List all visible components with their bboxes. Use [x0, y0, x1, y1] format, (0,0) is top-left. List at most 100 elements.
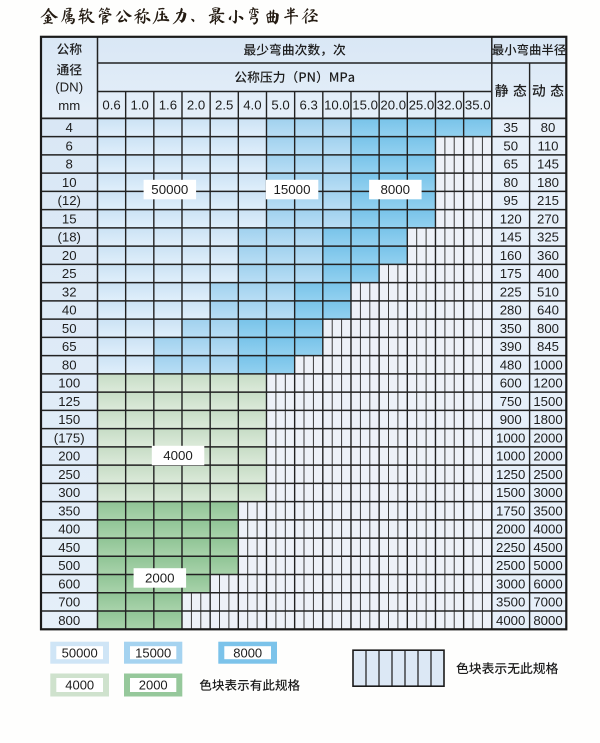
svg-text:5000: 5000: [533, 558, 562, 573]
svg-text:(175): (175): [54, 430, 85, 445]
svg-text:10.0: 10.0: [324, 98, 350, 113]
svg-text:4000: 4000: [163, 448, 193, 463]
svg-text:225: 225: [500, 284, 522, 299]
svg-text:700: 700: [58, 595, 80, 610]
svg-text:50000: 50000: [62, 645, 98, 660]
svg-text:95: 95: [503, 193, 518, 208]
svg-text:1200: 1200: [533, 376, 562, 391]
svg-text:4.0: 4.0: [243, 98, 261, 113]
svg-text:35: 35: [503, 120, 518, 135]
svg-text:1.6: 1.6: [159, 98, 177, 113]
svg-text:10: 10: [62, 175, 77, 190]
svg-text:50: 50: [62, 321, 77, 336]
svg-text:180: 180: [537, 175, 559, 190]
svg-text:6: 6: [66, 139, 73, 154]
svg-text:2000: 2000: [533, 449, 562, 464]
svg-text:8: 8: [66, 157, 73, 172]
svg-text:2.0: 2.0: [187, 98, 205, 113]
svg-text:40: 40: [62, 303, 77, 318]
svg-text:150: 150: [58, 412, 80, 427]
svg-text:215: 215: [537, 193, 559, 208]
svg-text:2000: 2000: [139, 678, 168, 693]
svg-text:2.5: 2.5: [215, 98, 233, 113]
svg-text:1750: 1750: [496, 503, 525, 518]
svg-text:7000: 7000: [533, 595, 562, 610]
svg-text:845: 845: [537, 339, 559, 354]
svg-text:8000: 8000: [381, 182, 411, 197]
svg-text:80: 80: [62, 357, 77, 372]
svg-text:250: 250: [58, 467, 80, 482]
svg-text:3500: 3500: [533, 503, 562, 518]
svg-text:(12): (12): [57, 193, 80, 208]
svg-text:270: 270: [537, 212, 559, 227]
svg-text:15.0: 15.0: [352, 98, 378, 113]
svg-text:35.0: 35.0: [465, 98, 491, 113]
svg-text:4000: 4000: [496, 613, 525, 628]
svg-text:25: 25: [62, 266, 77, 281]
svg-text:2000: 2000: [533, 430, 562, 445]
svg-text:(18): (18): [57, 230, 80, 245]
svg-text:125: 125: [58, 394, 80, 409]
svg-text:600: 600: [500, 376, 522, 391]
svg-text:6000: 6000: [533, 576, 562, 591]
svg-text:350: 350: [58, 503, 80, 518]
svg-text:300: 300: [58, 485, 80, 500]
svg-text:480: 480: [500, 357, 522, 372]
svg-text:mm: mm: [58, 98, 80, 113]
svg-text:8000: 8000: [233, 645, 262, 660]
svg-text:500: 500: [58, 558, 80, 573]
svg-text:20: 20: [62, 248, 77, 263]
svg-text:175: 175: [500, 266, 522, 281]
svg-text:3000: 3000: [496, 576, 525, 591]
svg-text:65: 65: [503, 157, 518, 172]
svg-text:600: 600: [58, 576, 80, 591]
svg-text:20.0: 20.0: [380, 98, 406, 113]
svg-text:750: 750: [500, 394, 522, 409]
svg-text:3500: 3500: [496, 595, 525, 610]
svg-text:15: 15: [62, 212, 77, 227]
svg-text:5.0: 5.0: [271, 98, 289, 113]
svg-text:(DN): (DN): [55, 79, 83, 94]
svg-text:360: 360: [537, 248, 559, 263]
svg-text:4500: 4500: [533, 540, 562, 555]
svg-text:120: 120: [500, 212, 522, 227]
svg-text:50000: 50000: [151, 182, 188, 197]
svg-text:8000: 8000: [533, 613, 562, 628]
svg-text:0.6: 0.6: [102, 98, 120, 113]
svg-text:200: 200: [58, 449, 80, 464]
svg-text:2000: 2000: [145, 571, 175, 586]
svg-text:1000: 1000: [496, 430, 525, 445]
svg-text:1000: 1000: [496, 449, 525, 464]
svg-text:50: 50: [503, 139, 518, 154]
svg-text:145: 145: [537, 157, 559, 172]
svg-text:2500: 2500: [496, 558, 525, 573]
svg-text:4000: 4000: [533, 522, 562, 537]
svg-text:390: 390: [500, 339, 522, 354]
svg-text:400: 400: [58, 522, 80, 537]
svg-text:1.0: 1.0: [131, 98, 149, 113]
svg-text:800: 800: [58, 613, 80, 628]
svg-text:100: 100: [58, 376, 80, 391]
svg-text:145: 145: [500, 230, 522, 245]
svg-text:800: 800: [537, 321, 559, 336]
svg-text:80: 80: [503, 175, 518, 190]
svg-text:2500: 2500: [533, 467, 562, 482]
svg-text:1800: 1800: [533, 412, 562, 427]
svg-text:350: 350: [500, 321, 522, 336]
svg-text:110: 110: [537, 139, 558, 154]
svg-text:400: 400: [537, 266, 559, 281]
svg-text:280: 280: [500, 303, 522, 318]
svg-text:4000: 4000: [65, 678, 94, 693]
svg-text:160: 160: [500, 248, 522, 263]
svg-text:450: 450: [58, 540, 80, 555]
svg-text:1250: 1250: [496, 467, 525, 482]
svg-text:80: 80: [541, 120, 556, 135]
svg-text:32.0: 32.0: [437, 98, 463, 113]
svg-text:1500: 1500: [496, 485, 525, 500]
svg-text:900: 900: [500, 412, 522, 427]
svg-text:15000: 15000: [135, 645, 171, 660]
svg-text:1500: 1500: [533, 394, 562, 409]
svg-text:3000: 3000: [533, 485, 562, 500]
svg-text:15000: 15000: [274, 182, 311, 197]
svg-text:25.0: 25.0: [409, 98, 435, 113]
